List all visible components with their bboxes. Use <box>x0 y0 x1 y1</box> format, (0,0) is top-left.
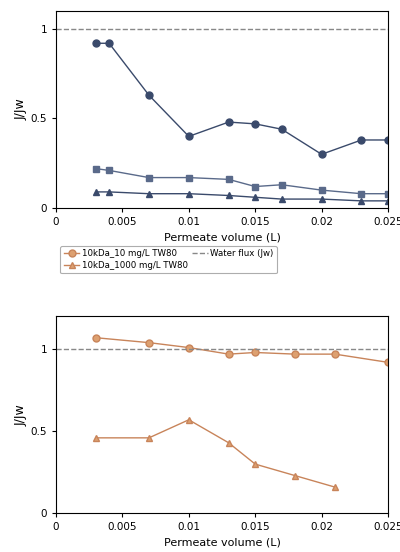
Y-axis label: J/Jw: J/Jw <box>15 99 28 120</box>
Legend: 10kDa_10 mg/L TW80, 10kDa_1000 mg/L TW80, Water flux (Jw): 10kDa_10 mg/L TW80, 10kDa_1000 mg/L TW80… <box>60 246 277 273</box>
Y-axis label: J/Jw: J/Jw <box>15 404 28 426</box>
X-axis label: Permeate volume (L): Permeate volume (L) <box>164 232 280 243</box>
X-axis label: Permeate volume (L): Permeate volume (L) <box>164 538 280 548</box>
